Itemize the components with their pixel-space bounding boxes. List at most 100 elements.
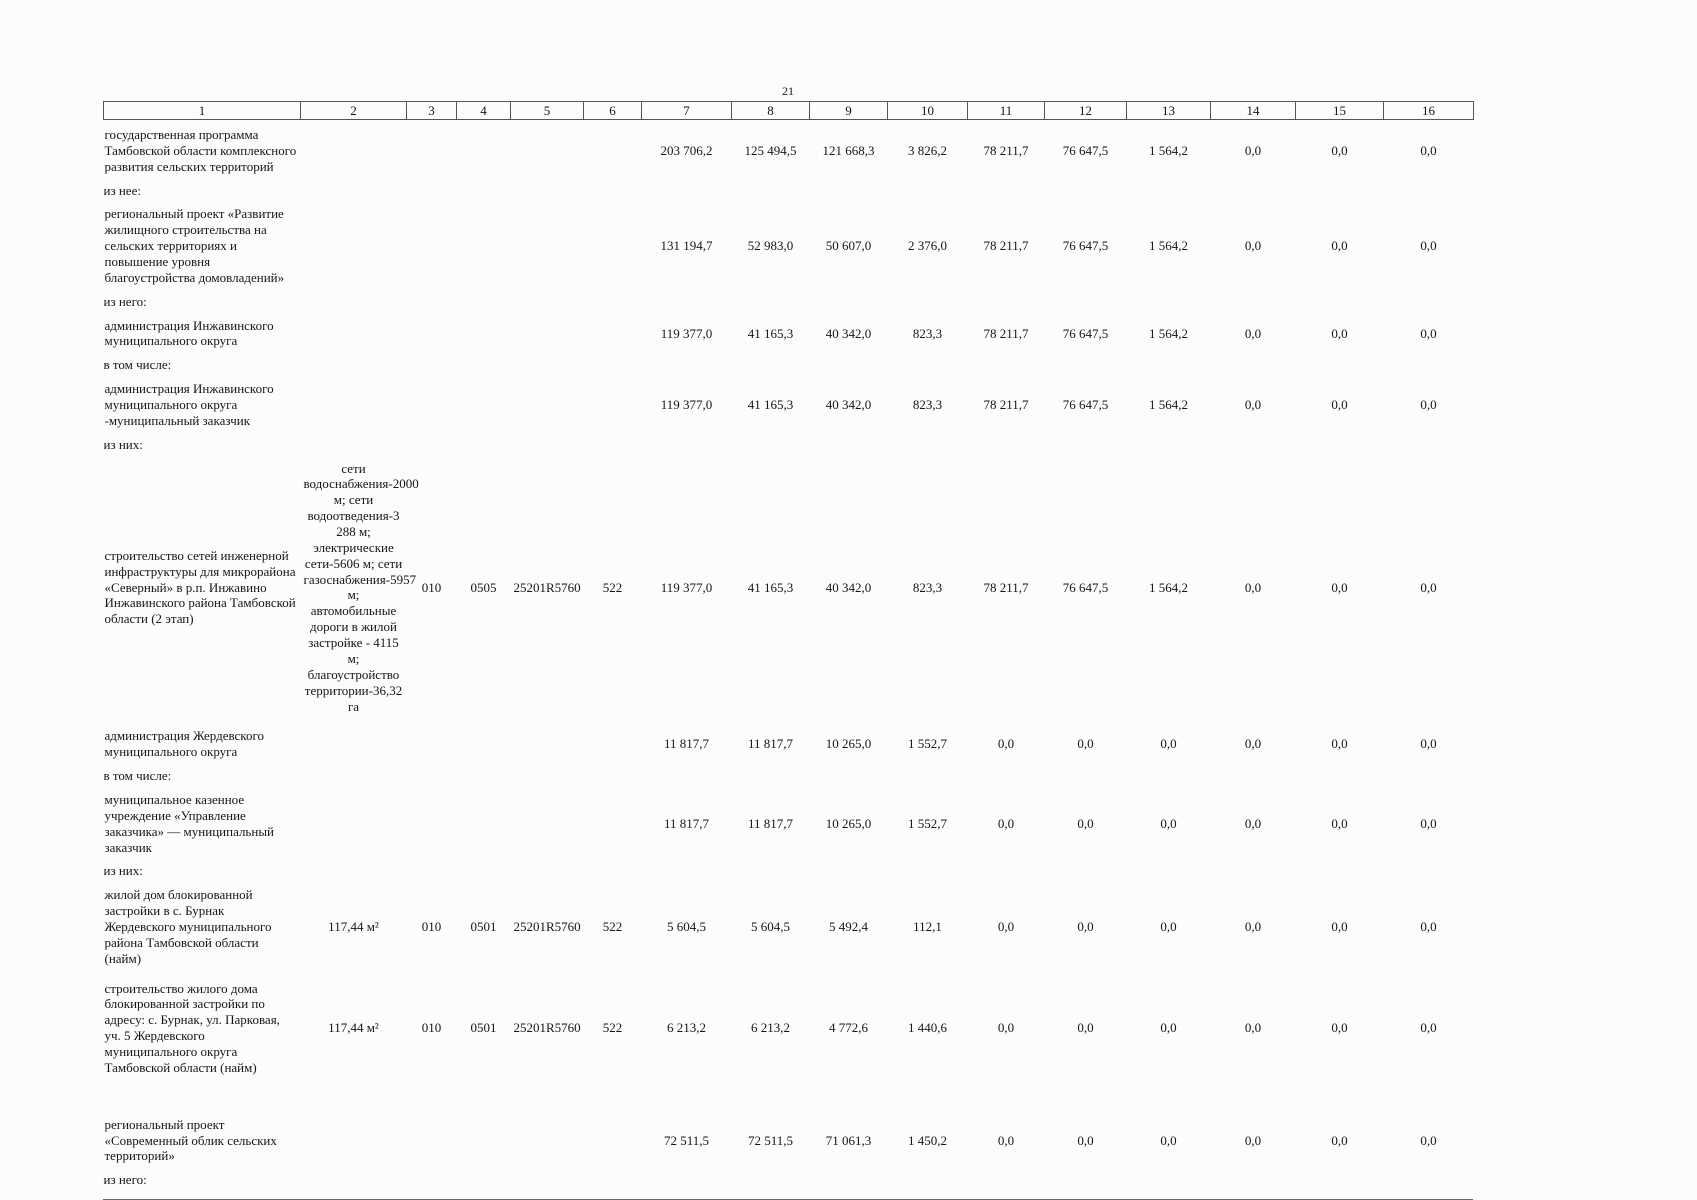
cell-col11: 0,0 — [997, 1020, 1015, 1036]
cell-col8 — [732, 356, 810, 374]
table-row: региональный проект «Развитие жилищного … — [104, 199, 1474, 292]
cell-col2 — [301, 785, 407, 862]
cell-col14 — [1211, 1171, 1296, 1189]
cell-col16: 0,0 — [1420, 1020, 1437, 1036]
cell-col7: 203 706,2 — [660, 142, 713, 158]
cell-col13 — [1127, 862, 1211, 880]
cell-col12: 76 647,5 — [1062, 579, 1109, 595]
cell-col5: 25201R5760 — [513, 1020, 581, 1036]
cell-col4 — [457, 721, 511, 767]
cell-col15: 0,0 — [1331, 325, 1348, 341]
cell-col13: 0,0 — [1160, 918, 1177, 934]
cell-col14 — [1211, 356, 1296, 374]
header-col-4: 4 — [456, 101, 511, 120]
cell-col15: 0,0 — [1331, 815, 1348, 831]
cell-col3 — [407, 182, 457, 200]
cell-col16: 0,0 — [1420, 918, 1437, 934]
cell-col10 — [888, 862, 968, 880]
cell-col10 — [888, 436, 968, 454]
cell-col14: 0,0 — [1244, 142, 1262, 158]
cell-col5 — [511, 1171, 584, 1189]
cell-col15 — [1296, 862, 1384, 880]
cell-col7: 131 194,7 — [660, 238, 713, 254]
cell-col13: 1 564,2 — [1149, 397, 1188, 413]
cell-col1: администрация Инжавинского муниципальног… — [104, 317, 274, 349]
cell-col14: 0,0 — [1244, 397, 1262, 413]
header-col-5: 5 — [510, 101, 584, 120]
cell-col8: 52 983,0 — [747, 238, 794, 254]
cell-col4 — [457, 436, 511, 454]
cell-col5 — [511, 721, 584, 767]
cell-col2 — [301, 862, 407, 880]
cell-col3 — [407, 374, 457, 436]
cell-col6: 522 — [602, 1020, 623, 1036]
cell-col9 — [810, 436, 888, 454]
label-row: из него: — [104, 293, 1474, 311]
cell-col10: 823,3 — [912, 397, 943, 413]
cell-col7 — [642, 293, 732, 311]
label-row: из них: — [104, 862, 1474, 880]
cell-col7 — [642, 356, 732, 374]
cell-col1: из него: — [103, 1172, 147, 1188]
cell-col1: в том числе: — [103, 357, 172, 373]
table-row: администрация Инжавинского муниципальног… — [104, 311, 1474, 357]
cell-col10: 1 440,6 — [908, 1020, 947, 1036]
cell-col1: строительство сетей инженерной инфрастру… — [104, 547, 296, 627]
cell-col6 — [584, 356, 642, 374]
cell-col14: 0,0 — [1244, 325, 1262, 341]
cell-col1: государственная программа Тамбовской обл… — [104, 127, 297, 174]
page-number: 21 — [782, 84, 794, 98]
cell-col10: 823,3 — [912, 579, 943, 595]
cell-col7: 5 604,5 — [667, 918, 706, 934]
cell-col4 — [457, 199, 511, 292]
cell-col6 — [584, 182, 642, 200]
cell-col9 — [810, 767, 888, 785]
cell-col8: 11 817,7 — [747, 736, 794, 752]
cell-col12: 76 647,5 — [1062, 325, 1109, 341]
cell-col14: 0,0 — [1244, 1132, 1262, 1148]
cell-col1: администрация Инжавинского муниципальног… — [104, 381, 274, 428]
cell-col3 — [407, 356, 457, 374]
cell-col4 — [457, 1171, 511, 1189]
cell-col10: 823,3 — [912, 325, 943, 341]
budget-table-sheet: 1 2 3 4 5 6 7 8 9 10 11 12 13 14 15 16 государственная … — [103, 101, 1474, 1200]
cell-col4 — [457, 1083, 511, 1172]
cell-col13 — [1127, 182, 1211, 200]
cell-col5 — [511, 767, 584, 785]
cell-col16 — [1384, 436, 1474, 454]
cell-col11 — [968, 767, 1045, 785]
cell-col14: 0,0 — [1244, 736, 1262, 752]
cell-col11: 0,0 — [997, 815, 1015, 831]
cell-col5 — [511, 182, 584, 200]
table-row: администрация Инжавинского муниципальног… — [104, 374, 1474, 436]
cell-col8 — [732, 862, 810, 880]
cell-col13: 0,0 — [1160, 815, 1177, 831]
cell-col1: в том числе: — [103, 768, 172, 784]
cell-col13: 0,0 — [1160, 736, 1177, 752]
cell-col6 — [584, 721, 642, 767]
cell-col7 — [642, 862, 732, 880]
cell-col8: 11 817,7 — [747, 815, 794, 831]
cell-col7 — [642, 436, 732, 454]
cell-col9: 10 265,0 — [825, 815, 872, 831]
cell-col14: 0,0 — [1244, 815, 1262, 831]
header-col-3: 3 — [406, 101, 457, 120]
cell-col1: региональный проект «Современный облик с… — [104, 1116, 277, 1164]
header-col-9: 9 — [809, 101, 888, 120]
header-col-2: 2 — [300, 101, 407, 120]
cell-col7 — [642, 182, 732, 200]
cell-col5 — [511, 199, 584, 292]
table-row: администрация Жердевского муниципального… — [104, 721, 1474, 767]
cell-col5: 25201R5760 — [513, 579, 581, 595]
header-col-14: 14 — [1210, 101, 1296, 120]
header-col-8: 8 — [731, 101, 810, 120]
cell-col11: 78 211,7 — [983, 238, 1029, 254]
cell-col6 — [584, 785, 642, 862]
cell-col13 — [1127, 356, 1211, 374]
cell-col12 — [1045, 767, 1127, 785]
label-row: из них: — [104, 436, 1474, 454]
header-col-12: 12 — [1044, 101, 1127, 120]
cell-col10: 3 826,2 — [908, 142, 947, 158]
cell-col7: 11 817,7 — [663, 736, 710, 752]
cell-col2 — [301, 120, 407, 182]
